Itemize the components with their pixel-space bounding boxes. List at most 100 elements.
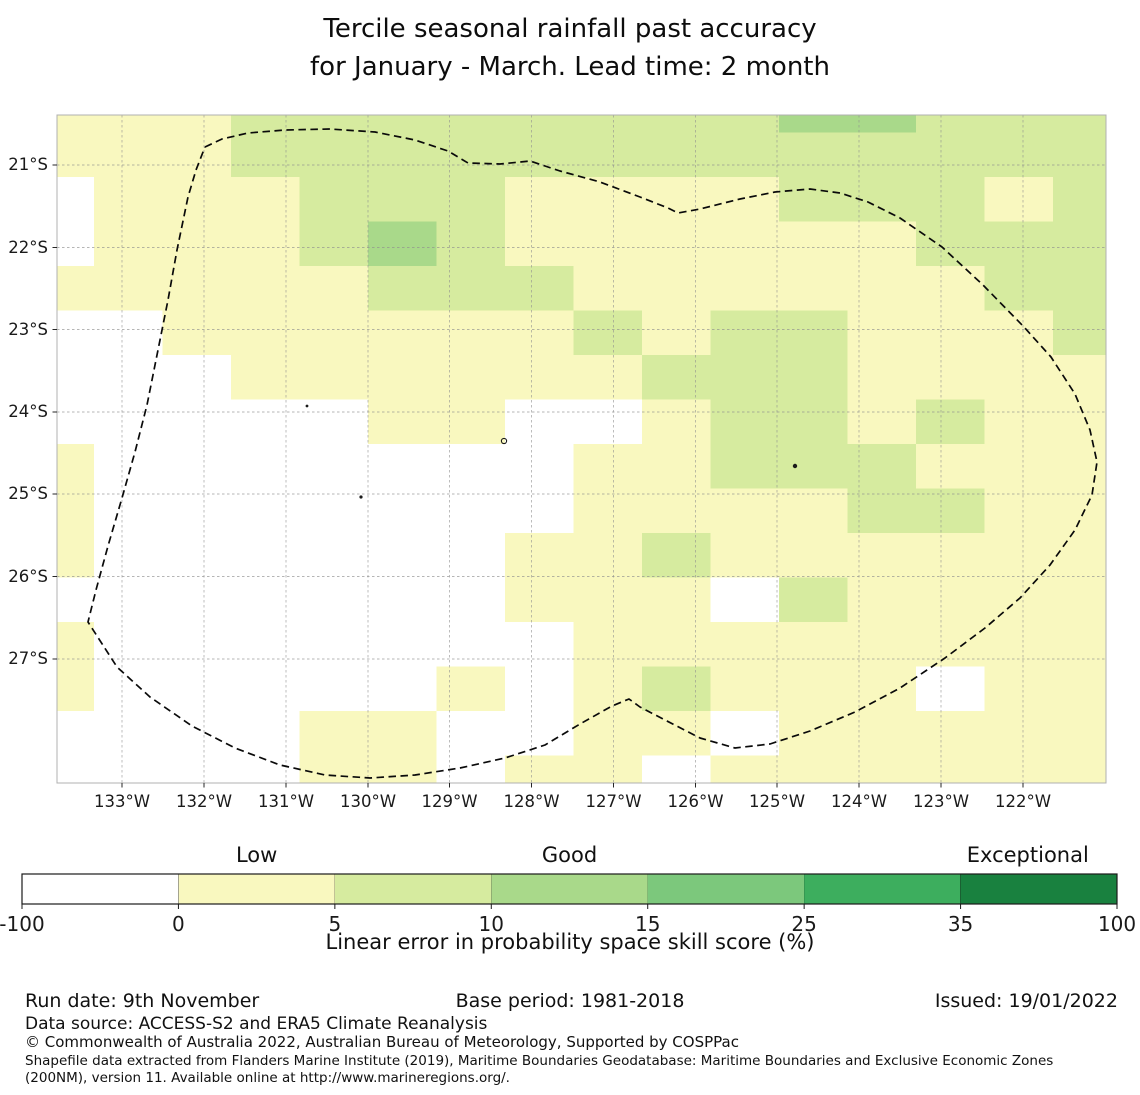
heatmap-cell: [94, 177, 163, 222]
heatmap-cell: [57, 132, 94, 177]
heatmap-cell: [1053, 755, 1106, 783]
heatmap-cell: [779, 177, 848, 222]
colorbar-tick-label: 100: [1097, 912, 1137, 936]
heatmap-cell: [162, 115, 231, 133]
heatmap-cell: [847, 755, 916, 783]
heatmap-cell: [779, 266, 848, 311]
heatmap-cell: [94, 266, 163, 311]
heatmap-cell: [710, 399, 779, 444]
heatmap-cell: [779, 355, 848, 400]
x-tick-label: 124°W: [830, 792, 888, 811]
run-date-text: Run date: 9th November: [25, 990, 260, 1012]
heatmap-cell: [505, 755, 574, 783]
heatmap-cell: [57, 115, 94, 133]
heatmap-cell: [847, 355, 916, 400]
heatmap-cell: [299, 115, 368, 133]
issued-date-text: Issued: 19/01/2022: [934, 990, 1118, 1012]
heatmap-cell: [847, 666, 916, 711]
heatmap-cell: [299, 177, 368, 222]
heatmap-cell: [710, 755, 779, 783]
heatmap-cell: [1053, 622, 1106, 667]
heatmap-cell: [847, 399, 916, 444]
colorbar-category-label: Low: [235, 843, 278, 867]
heatmap-cell: [299, 221, 368, 266]
chart-title-line1: Tercile seasonal rainfall past accuracy: [323, 14, 817, 44]
x-tick-label: 130°W: [339, 792, 397, 811]
colorbar-axis-label: Linear error in probability space skill …: [325, 930, 815, 954]
heatmap-cell: [916, 266, 985, 311]
y-tick-label: 25°S: [8, 484, 48, 504]
heatmap-cell: [779, 711, 848, 756]
heatmap-cell: [984, 355, 1053, 400]
heatmap-cell: [984, 115, 1053, 133]
data-source-text: Data source: ACCESS-S2 and ERA5 Climate …: [25, 1014, 488, 1034]
heatmap-cell: [916, 622, 985, 667]
heatmap-cell: [710, 355, 779, 400]
heatmap-cell: [162, 310, 231, 355]
heatmap-cell: [779, 755, 848, 783]
colorbar-tick-label: 25: [791, 912, 817, 936]
heatmap-cell: [436, 132, 505, 177]
heatmap-cell: [916, 444, 985, 489]
heatmap-cell: [299, 310, 368, 355]
eez-boundary-line: [87, 128, 1098, 779]
colorbar-segment: [21, 873, 179, 905]
heatmap-cell: [642, 115, 711, 133]
heatmap-cell: [162, 177, 231, 222]
heatmap-cell: [1053, 310, 1106, 355]
heatmap-cell: [984, 444, 1053, 489]
heatmap-cell: [573, 666, 642, 711]
axis-tick-marks: [52, 164, 1024, 788]
heatmap-cell: [916, 399, 985, 444]
heatmap-cell: [984, 666, 1053, 711]
heatmap-cell: [779, 444, 848, 489]
heatmap-cell: [573, 533, 642, 578]
colorbar-segment: [803, 873, 961, 905]
heatmap-cell: [642, 533, 711, 578]
heatmap-cell: [1053, 132, 1106, 177]
heatmap-cell: [231, 177, 300, 222]
heatmap-cell: [710, 444, 779, 489]
heatmap-cell: [368, 310, 437, 355]
heatmap-cell: [436, 399, 505, 444]
colorbar-tick-label: 10: [478, 912, 505, 936]
colorbar-tick-label: 35: [947, 912, 974, 936]
y-tick-label: 24°S: [8, 402, 48, 422]
heatmap-cell: [916, 355, 985, 400]
heatmap-cell: [573, 177, 642, 222]
heatmap-cell: [642, 132, 711, 177]
heatmap-cell: [779, 533, 848, 578]
heatmap-cell: [1053, 488, 1106, 533]
heatmap-cell: [505, 577, 574, 622]
copyright-text: © Commonwealth of Australia 2022, Austra…: [25, 1033, 739, 1051]
heatmap-cell: [1053, 115, 1106, 133]
heatmap-cell: [779, 622, 848, 667]
heatmap-cell: [1053, 221, 1106, 266]
x-tick-label: 133°W: [93, 792, 151, 811]
heatmap-cell: [573, 577, 642, 622]
heatmap-cell: [984, 177, 1053, 222]
heatmap-cell: [916, 177, 985, 222]
heatmap-cell: [642, 711, 711, 756]
heatmap-cell: [710, 177, 779, 222]
shapefile-note-text: Shapefile data extracted from Flanders M…: [25, 1053, 1054, 1086]
heatmap-cell: [984, 755, 1053, 783]
heatmap-cell: [642, 266, 711, 311]
artifact-dot: [305, 404, 309, 408]
heatmap-cell: [1053, 355, 1106, 400]
colorbar-border: [21, 873, 1118, 905]
artifact-ring: [500, 437, 508, 445]
artifact-dot: [359, 495, 363, 499]
heatmap-cell: [231, 266, 300, 311]
heatmap-cell: [1053, 577, 1106, 622]
heatmap-cell: [573, 132, 642, 177]
heatmap-cell: [642, 221, 711, 266]
heatmap-cell: [710, 666, 779, 711]
heatmap-cell: [847, 266, 916, 311]
heatmap-cell: [505, 266, 574, 311]
base-period-text: Base period: 1981-2018: [455, 990, 685, 1012]
heatmap-cell: [710, 533, 779, 578]
heatmap-cell: [779, 221, 848, 266]
heatmap-cell: [1053, 533, 1106, 578]
heatmap-cell: [368, 177, 437, 222]
